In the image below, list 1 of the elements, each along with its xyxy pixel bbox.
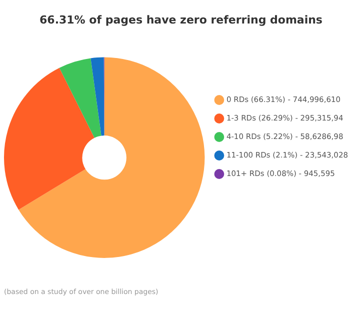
chart-title: 66.31% of pages have zero referring domains: [40, 13, 323, 26]
